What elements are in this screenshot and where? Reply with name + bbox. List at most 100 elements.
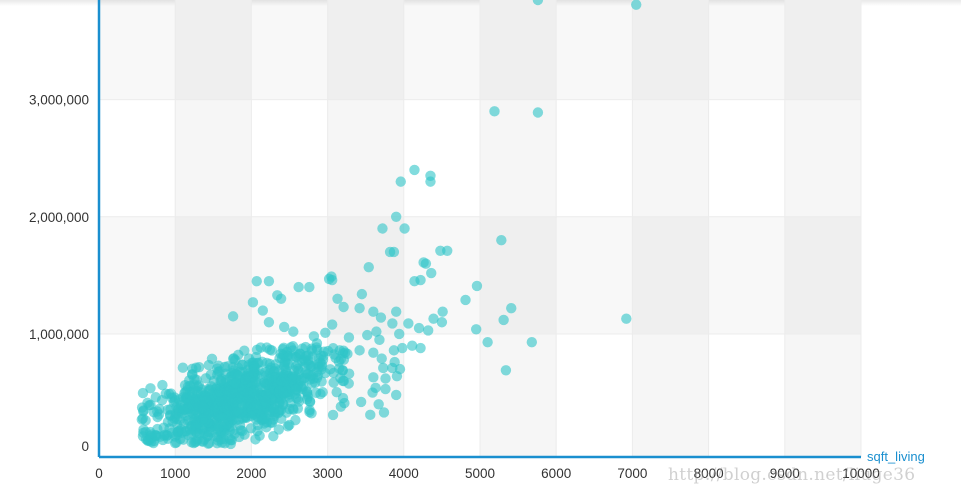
- data-point: [368, 306, 379, 317]
- y-tick-label: 2,000,000: [29, 210, 89, 225]
- x-tick-label: 5000: [465, 466, 495, 481]
- data-point: [365, 409, 376, 421]
- data-point: [390, 211, 402, 222]
- data-point: [500, 365, 512, 376]
- data-point: [245, 423, 257, 434]
- data-point: [145, 383, 156, 394]
- data-point: [316, 359, 328, 370]
- data-point: [631, 0, 642, 10]
- data-point: [331, 386, 342, 398]
- data-point: [377, 223, 388, 234]
- data-point: [203, 408, 214, 420]
- data-point: [297, 381, 309, 392]
- data-point: [202, 430, 213, 442]
- x-tick-label: 8000: [694, 466, 724, 481]
- data-point: [251, 403, 263, 414]
- data-point: [328, 349, 340, 360]
- data-point: [496, 235, 507, 246]
- data-point: [391, 370, 403, 382]
- data-point: [212, 435, 224, 446]
- data-point: [376, 353, 387, 364]
- data-point: [306, 378, 318, 389]
- data-point: [395, 176, 406, 187]
- data-point: [378, 362, 389, 374]
- data-point: [315, 388, 326, 400]
- data-point: [368, 372, 379, 383]
- data-point: [136, 414, 147, 425]
- data-point: [343, 332, 355, 343]
- data-point: [356, 288, 368, 300]
- data-point: [294, 348, 306, 359]
- data-point: [212, 388, 223, 400]
- data-point: [437, 306, 448, 317]
- data-point: [328, 367, 339, 379]
- data-point: [237, 406, 248, 418]
- data-point: [326, 274, 338, 286]
- y-tick-label: 1,000,000: [29, 327, 89, 342]
- data-point: [413, 322, 425, 334]
- x-axis-title: sqft_living: [867, 449, 925, 464]
- data-point: [420, 258, 432, 269]
- band-vertical: [784, 0, 861, 457]
- data-point: [387, 318, 398, 329]
- data-point: [394, 328, 405, 340]
- data-point: [304, 404, 315, 416]
- x-tick-label: 2000: [236, 466, 266, 481]
- data-point: [254, 430, 265, 441]
- data-point: [425, 176, 436, 187]
- data-point: [137, 387, 149, 399]
- data-point: [227, 311, 239, 322]
- x-tick-label: 6000: [541, 466, 571, 481]
- data-point: [304, 281, 315, 293]
- data-point: [471, 280, 483, 292]
- data-point: [273, 407, 284, 419]
- data-point: [373, 399, 384, 410]
- data-point: [526, 336, 538, 348]
- data-point: [367, 387, 378, 398]
- data-point: [320, 367, 331, 379]
- data-point: [403, 318, 414, 329]
- data-point: [275, 293, 287, 305]
- data-point: [442, 245, 453, 256]
- data-point: [305, 370, 316, 381]
- data-point: [178, 404, 189, 415]
- data-point: [307, 351, 318, 362]
- data-point: [332, 293, 343, 305]
- data-point: [415, 274, 426, 286]
- data-point: [288, 374, 299, 385]
- data-point: [247, 297, 259, 308]
- data-point: [498, 314, 509, 326]
- data-point: [178, 434, 189, 445]
- data-point: [239, 345, 250, 356]
- data-point: [374, 334, 385, 346]
- y-tick-label: 0: [81, 439, 89, 454]
- band-vertical: [480, 0, 557, 457]
- data-point: [261, 379, 272, 390]
- data-point: [225, 434, 236, 446]
- data-point: [263, 317, 275, 328]
- data-point: [169, 395, 180, 406]
- data-point: [354, 302, 365, 314]
- data-point: [388, 246, 400, 258]
- data-point: [282, 421, 294, 432]
- data-point: [380, 383, 391, 395]
- data-point: [266, 345, 278, 356]
- data-point: [246, 410, 257, 422]
- data-point: [279, 375, 291, 387]
- data-point: [378, 407, 390, 418]
- data-point: [167, 416, 178, 427]
- watermark: http://blog.csdn.net/liuge36: [668, 465, 916, 485]
- x-tick-label: 10000: [842, 466, 880, 481]
- data-point: [215, 375, 226, 387]
- data-point: [388, 345, 400, 356]
- data-point: [320, 327, 331, 338]
- data-point: [339, 347, 351, 358]
- data-point: [213, 421, 225, 433]
- data-point: [202, 416, 214, 428]
- data-point: [264, 407, 275, 418]
- data-point: [489, 106, 500, 117]
- data-point: [138, 424, 149, 435]
- data-point: [237, 359, 248, 371]
- data-point: [224, 385, 235, 397]
- x-tick-label: 9000: [770, 466, 800, 481]
